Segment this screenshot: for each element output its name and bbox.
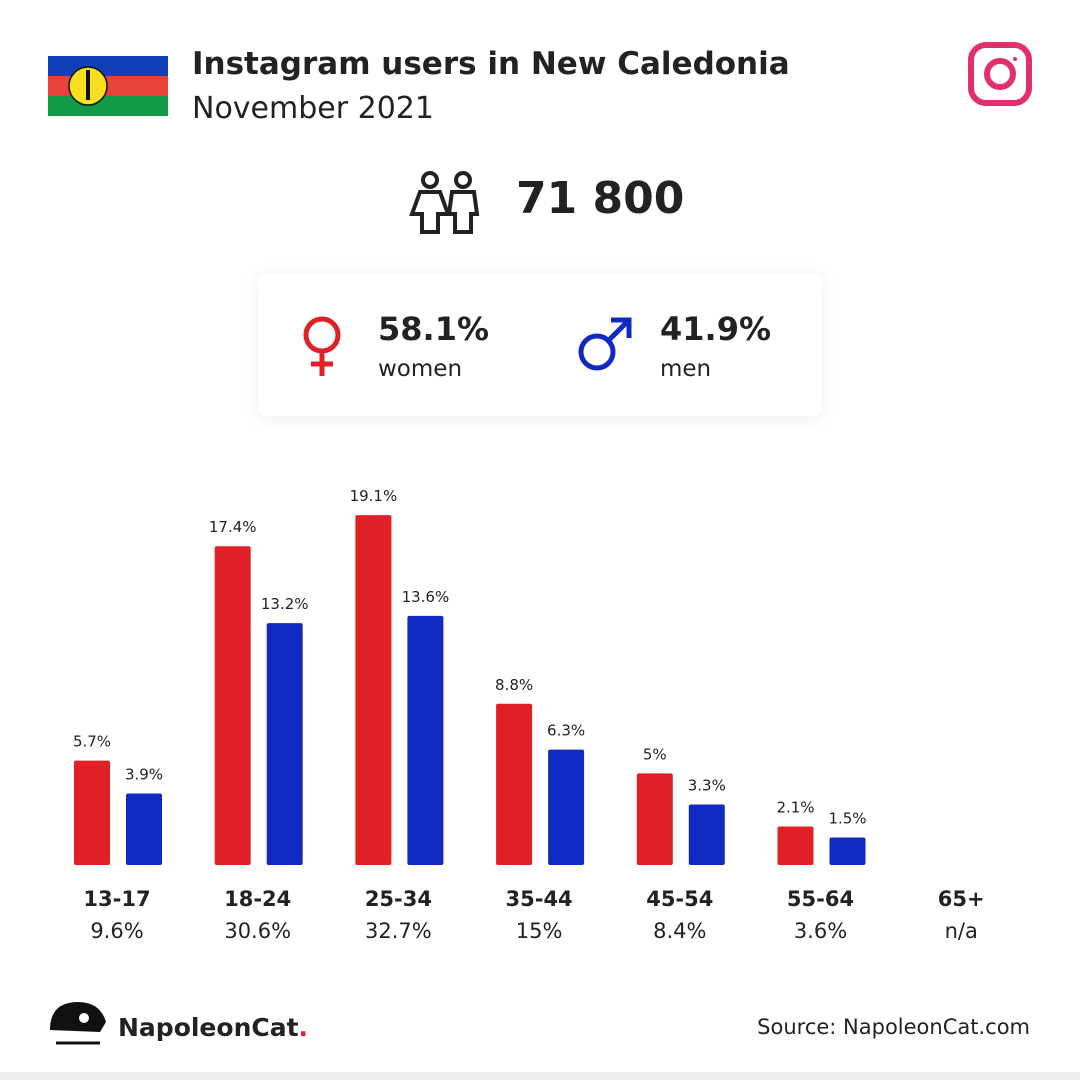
category-label: 45-54: [646, 887, 713, 911]
bar: [496, 703, 533, 865]
value-label: 8.8%: [495, 676, 533, 694]
category-label: 55-64: [787, 887, 854, 911]
value-label: 13.2%: [261, 595, 309, 613]
men-percent: 41.9%: [660, 310, 771, 348]
bar: [407, 615, 444, 865]
bottom-strip: [0, 1072, 1080, 1080]
value-label: 3.9%: [125, 766, 163, 784]
category-label: 35-44: [506, 887, 573, 911]
brand-name: NapoleonCat: [118, 1013, 299, 1042]
value-label: 3.3%: [688, 777, 726, 795]
category-total: 30.6%: [224, 919, 291, 943]
category-total: 32.7%: [365, 919, 432, 943]
people-icon: [409, 171, 480, 234]
women-percent: 58.1%: [378, 310, 489, 348]
bar: [266, 623, 303, 865]
bar: [355, 515, 392, 865]
value-label: 17.4%: [209, 518, 257, 536]
bar: [126, 793, 162, 865]
value-label: 6.3%: [547, 722, 585, 740]
gender-card: [258, 274, 822, 416]
category-label: 25-34: [365, 887, 432, 911]
subtitle: November 2021: [192, 91, 434, 126]
bar: [74, 760, 110, 865]
flag: [48, 56, 168, 116]
value-label: 1.5%: [828, 810, 866, 828]
category-label: 13-17: [83, 887, 150, 911]
women-label: women: [378, 356, 462, 382]
category-total: 3.6%: [794, 919, 847, 943]
category-label: 65+: [938, 887, 985, 911]
category-label: 18-24: [224, 887, 291, 911]
instagram-logo: [968, 42, 1032, 106]
bar: [829, 837, 866, 865]
bar: [688, 804, 725, 865]
brand: NapoleonCat.: [118, 1013, 308, 1042]
category-total: 9.6%: [90, 919, 143, 943]
bar: [636, 773, 673, 865]
napoleoncat-logo: [50, 1002, 106, 1045]
female-symbol: [303, 316, 341, 376]
bar: [777, 826, 814, 865]
category-total: 15%: [516, 919, 563, 943]
category-total: 8.4%: [653, 919, 706, 943]
value-label: 2.1%: [776, 799, 814, 817]
value-label: 13.6%: [402, 588, 450, 606]
bar: [214, 546, 251, 865]
source: Source: NapoleonCat.com: [757, 1015, 1030, 1039]
category-total: n/a: [945, 919, 978, 943]
bar: [548, 749, 585, 865]
value-label: 5.7%: [73, 733, 111, 751]
male-symbol: [578, 317, 632, 371]
brand-dot: .: [299, 1013, 309, 1042]
men-label: men: [660, 356, 711, 382]
value-label: 5%: [643, 745, 667, 763]
total-users: 71 800: [516, 173, 684, 224]
title: Instagram users in New Caledonia: [192, 46, 790, 82]
value-label: 19.1%: [350, 487, 398, 505]
